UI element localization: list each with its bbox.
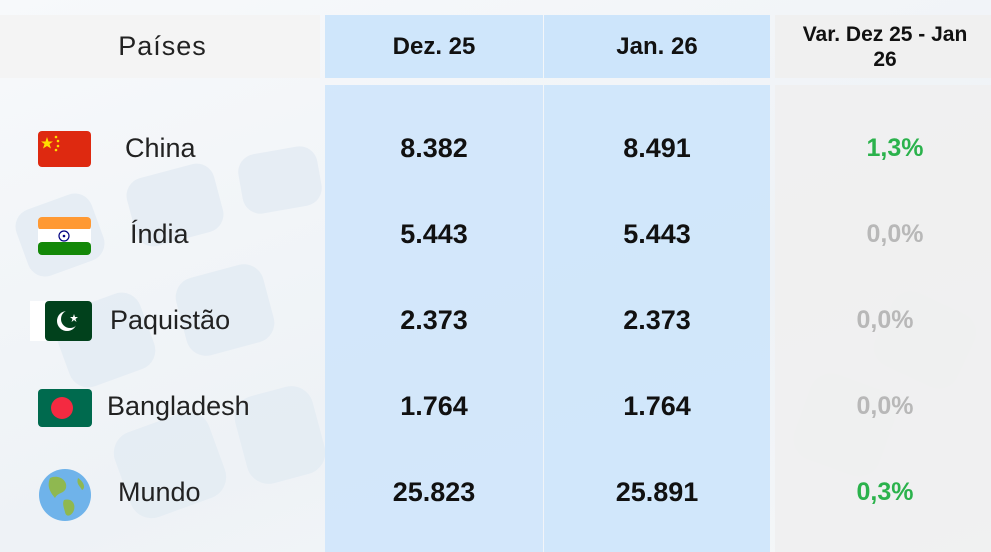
country-name: Mundo <box>118 467 201 517</box>
header-cell: Jan. 26 <box>544 15 770 78</box>
variation: 0,0% <box>790 295 980 345</box>
value-jan: 8.491 <box>544 123 770 173</box>
header-cell: Países <box>0 15 325 78</box>
value-dec: 2.373 <box>325 295 543 345</box>
country-name: China <box>125 123 196 173</box>
header-cell: Var. Dez 25 - Jan 26 <box>800 15 970 78</box>
globe-icon <box>38 468 92 522</box>
value-jan: 2.373 <box>544 295 770 345</box>
value-jan: 5.443 <box>544 209 770 259</box>
value-jan: 25.891 <box>544 467 770 517</box>
value-dec: 1.764 <box>325 381 543 431</box>
table-page: {"table": { "header": ["Países", "Dez. 2… <box>0 0 991 552</box>
flag-china <box>38 131 91 167</box>
value-dec: 5.443 <box>325 209 543 259</box>
country-name: Paquistão <box>110 295 230 345</box>
value-dec: 8.382 <box>325 123 543 173</box>
flag-bangladesh <box>38 389 92 427</box>
variation: 0,0% <box>800 209 990 259</box>
country-name: Bangladesh <box>107 381 250 431</box>
header-cell: Dez. 25 <box>325 15 543 78</box>
flag-india <box>38 217 91 255</box>
flag-pakistan <box>30 301 92 341</box>
page: Tabela html, body { margin: 0; padding: … <box>0 0 991 552</box>
variation: 0,0% <box>790 381 980 431</box>
variation: 0,3% <box>790 467 980 517</box>
value-jan: 1.764 <box>544 381 770 431</box>
value-dec: 25.823 <box>325 467 543 517</box>
variation: 1,3% <box>800 123 990 173</box>
country-name: Índia <box>130 209 189 259</box>
